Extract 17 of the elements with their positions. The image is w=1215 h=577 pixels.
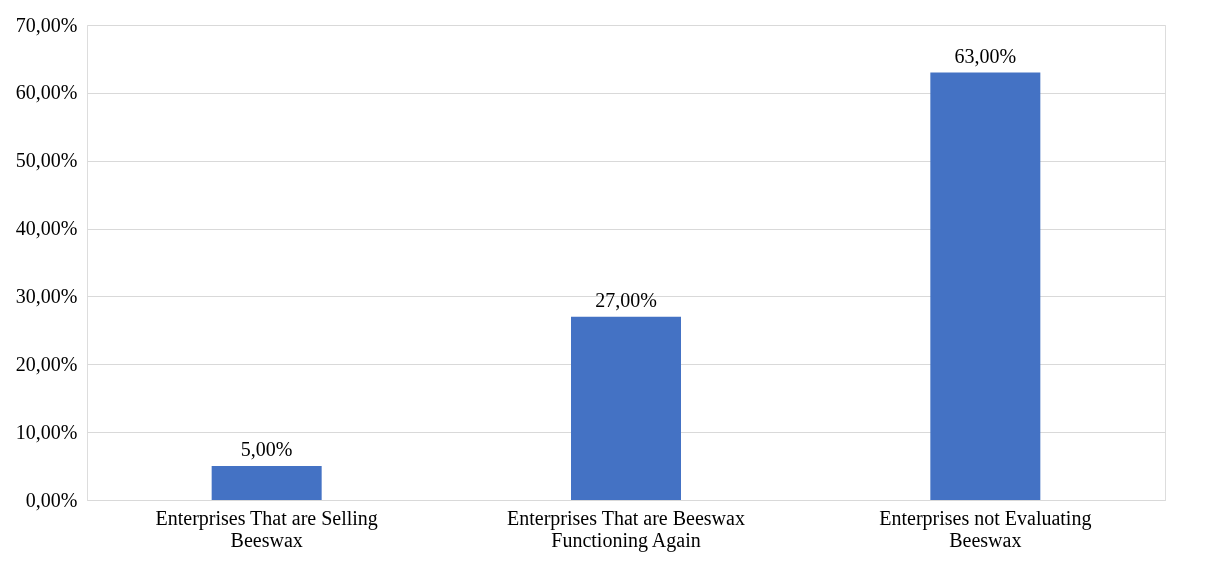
x-tick-label: Enterprises That are Selling Beeswax [155,506,378,551]
y-tick-label: 20,00% [15,352,78,375]
data-label: 27,00% [595,288,657,311]
y-tick-label: 50,00% [15,149,78,172]
data-label: 63,00% [954,44,1017,67]
y-tick-label: 0,00% [25,488,78,511]
data-label: 5,00% [240,438,293,461]
bar [571,316,681,500]
y-tick-label: 40,00% [15,217,78,240]
y-tick-label: 10,00% [15,420,78,443]
x-tick-label: Enterprises not Evaluating Beeswax [879,506,1092,551]
bar [211,466,322,500]
bar [930,72,1041,500]
y-tick-label: 70,00% [15,13,78,36]
y-tick-label: 60,00% [15,81,78,104]
x-tick-label: Enterprises That are Beeswax Functioning Again [507,506,745,552]
y-tick-label: 30,00% [15,284,78,307]
